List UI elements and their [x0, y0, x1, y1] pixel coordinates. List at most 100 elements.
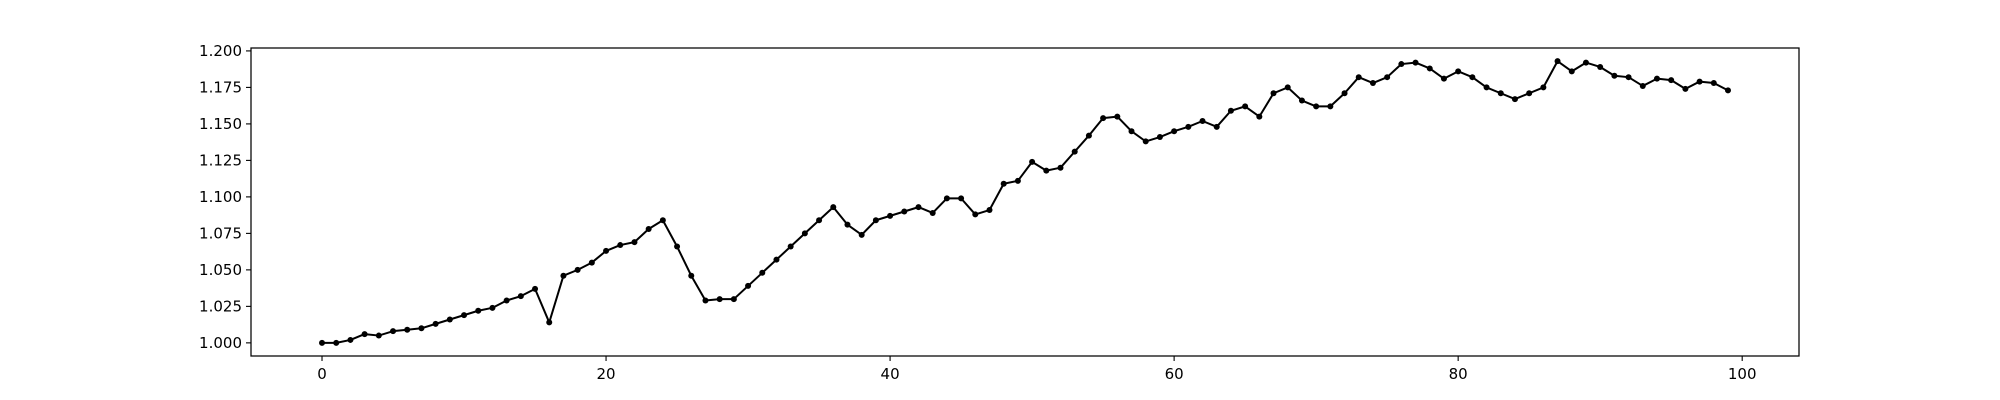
x-tick-label: 60	[1165, 365, 1184, 383]
y-tick-label: 1.000	[199, 334, 242, 352]
data-point	[1341, 90, 1348, 97]
data-point	[1426, 65, 1433, 72]
data-point	[489, 304, 496, 311]
data-point	[645, 226, 652, 232]
data-point	[801, 230, 808, 237]
data-point	[1000, 180, 1007, 187]
data-point	[390, 328, 397, 335]
data-point	[1100, 115, 1107, 122]
data-point	[1540, 84, 1547, 91]
data-point	[1597, 63, 1604, 70]
data-point	[1043, 167, 1050, 174]
data-point	[986, 207, 993, 214]
y-tick-label: 1.125	[199, 151, 242, 169]
data-point	[730, 296, 737, 303]
data-point	[816, 217, 823, 224]
data-point	[1682, 85, 1689, 92]
data-point	[446, 316, 453, 323]
data-point	[560, 272, 567, 279]
data-point	[1327, 103, 1334, 110]
x-tick-label: 80	[1449, 365, 1468, 383]
data-point	[1114, 113, 1121, 120]
data-point	[1213, 123, 1220, 130]
data-point	[1469, 74, 1476, 81]
data-point	[716, 296, 723, 303]
data-point	[418, 325, 425, 332]
axes-layer: 0 20 40 60 80 100 1.000 1.025 1.050 1.075 1.100 1.1…	[199, 42, 1756, 383]
y-tick-label: 1.050	[199, 261, 242, 279]
data-point	[745, 282, 752, 289]
data-point	[1568, 68, 1575, 75]
data-point	[674, 243, 681, 250]
data-point	[1483, 84, 1490, 91]
data-point	[1653, 75, 1660, 82]
data-point	[1355, 74, 1362, 81]
data-point	[1256, 113, 1263, 120]
data-point	[1270, 90, 1277, 97]
data-point	[887, 212, 894, 219]
data-point	[1554, 58, 1561, 65]
data-point	[1242, 103, 1249, 110]
data-point	[1227, 107, 1234, 114]
data-point	[1284, 84, 1291, 91]
data-point	[1029, 158, 1036, 165]
data-point	[546, 319, 553, 326]
data-point	[688, 272, 695, 279]
data-point	[475, 307, 482, 314]
data-point	[702, 297, 709, 304]
data-point	[1625, 74, 1632, 81]
data-point	[461, 312, 468, 319]
data-point	[1440, 75, 1447, 82]
data-point	[1724, 87, 1731, 94]
data-point	[617, 242, 624, 249]
data-point	[432, 320, 439, 327]
x-tick-label: 40	[881, 365, 900, 383]
data-point	[1398, 61, 1405, 68]
data-point	[1199, 117, 1206, 124]
data-point	[659, 217, 666, 224]
y-tick-label: 1.075	[199, 224, 242, 242]
data-point	[603, 247, 610, 254]
data-point	[1369, 80, 1376, 87]
data-point	[1455, 68, 1462, 75]
data-point	[1298, 97, 1305, 104]
data-point	[759, 269, 766, 276]
x-tick-label: 0	[317, 365, 327, 383]
data-point	[333, 339, 340, 346]
data-point	[1057, 164, 1064, 171]
data-point	[915, 204, 922, 211]
data-point	[503, 297, 510, 304]
data-point	[901, 208, 908, 215]
data-point	[319, 339, 326, 346]
data-point	[1696, 78, 1703, 85]
data-point	[375, 332, 382, 339]
x-tick-label: 100	[1728, 365, 1757, 383]
y-tick-label: 1.025	[199, 297, 242, 315]
data-point	[858, 231, 865, 238]
data-point	[1384, 74, 1391, 81]
data-point	[1085, 132, 1092, 139]
data-point	[1156, 134, 1163, 141]
data-point	[517, 293, 524, 300]
data-point	[1497, 90, 1504, 97]
data-point	[404, 326, 411, 333]
axes-frame	[250, 47, 1800, 357]
data-point	[1526, 90, 1533, 97]
data-point	[1185, 123, 1192, 130]
data-point	[532, 285, 539, 292]
data-point	[1710, 80, 1717, 87]
series-line	[322, 60, 1729, 344]
data-point	[929, 209, 936, 216]
y-tick-label: 1.200	[199, 42, 242, 60]
data-point	[773, 256, 780, 263]
data-point	[958, 195, 965, 202]
data-point	[1582, 59, 1589, 66]
data-point	[361, 331, 368, 338]
data-point	[1128, 128, 1135, 135]
data-point	[844, 221, 851, 228]
data-point	[1611, 72, 1618, 79]
data-point	[631, 239, 638, 246]
data-point	[1412, 59, 1419, 66]
